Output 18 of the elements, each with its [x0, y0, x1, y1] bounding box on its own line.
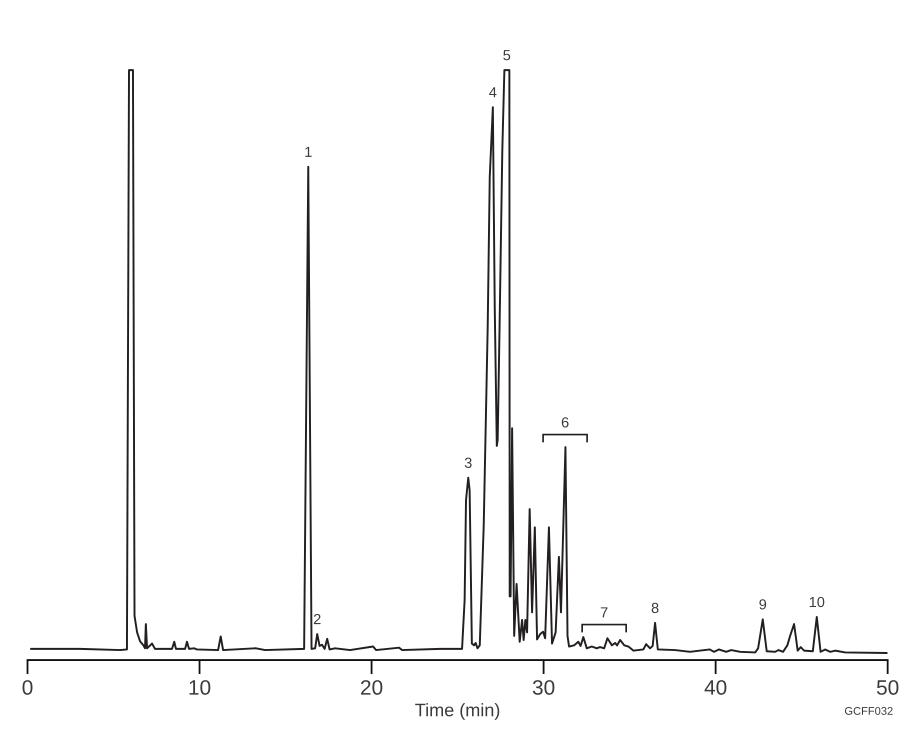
annotation: 4	[489, 87, 496, 98]
x-tick-label: 20	[361, 680, 382, 695]
x-tick-label: 0	[22, 680, 32, 695]
text: GCFF032	[844, 706, 893, 715]
annotation: 10	[810, 596, 824, 608]
annotation: 1	[305, 146, 312, 157]
x-tick-label: 30	[532, 680, 554, 695]
x-axis-title: Time (min)	[415, 703, 500, 720]
annotation: 3	[464, 458, 472, 468]
annotation: 5	[503, 50, 510, 60]
annotation: 7	[600, 607, 608, 618]
x-tick-label: 10	[190, 680, 210, 695]
x-tick-label: 40	[704, 680, 726, 695]
annotation: 8	[652, 602, 658, 614]
x-tick-label: 50	[876, 680, 898, 695]
annotation: 6	[562, 417, 569, 428]
annotation: 9	[759, 599, 766, 610]
annotation: 2	[314, 614, 321, 624]
